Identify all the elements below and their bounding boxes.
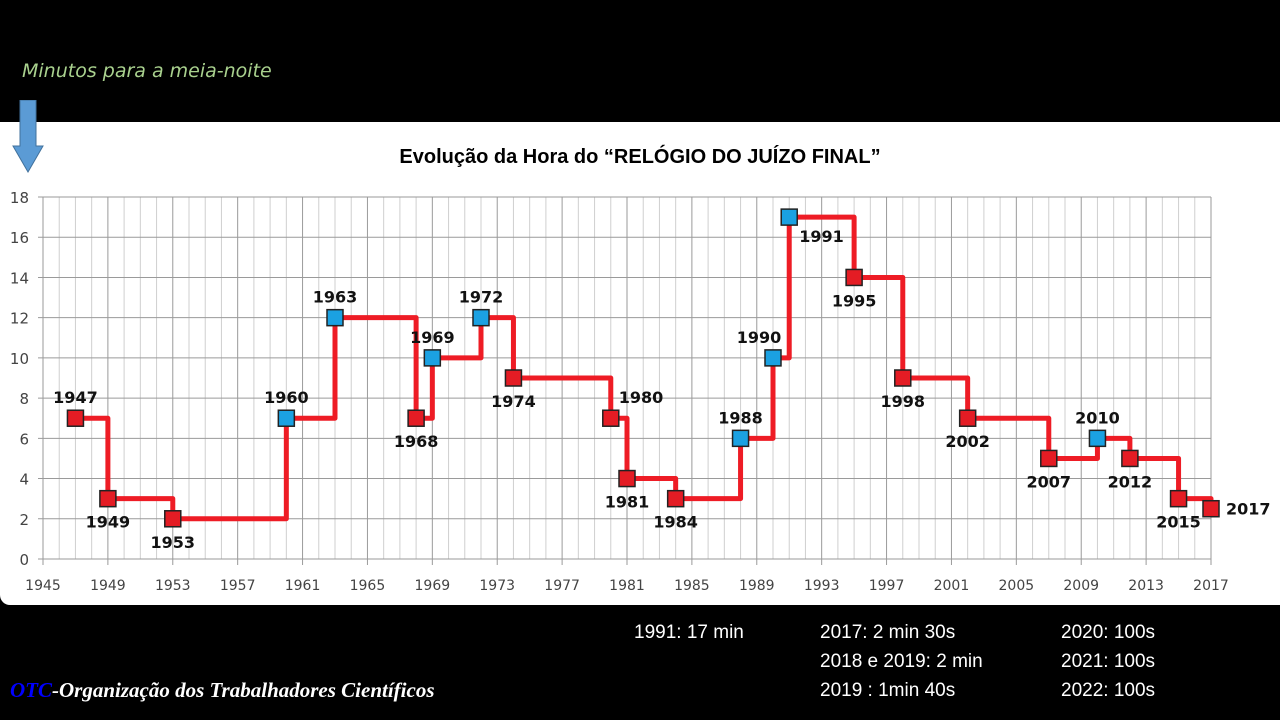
organization-name: OTC-Organização dos Trabalhadores Cientí… [10,678,435,703]
data-point-marker [66,409,85,427]
x-tick-label: 1945 [25,578,61,594]
x-tick-label: 1981 [609,578,645,594]
data-point-marker [423,349,442,367]
y-tick-label: 16 [10,229,29,247]
x-tick-label: 1977 [544,578,580,594]
data-label: 1990 [737,328,782,347]
data-label: 1953 [151,533,196,552]
footer-note: 2020: 100s [1061,622,1156,643]
data-point-marker [1040,449,1058,468]
y-tick-label: 0 [19,551,29,569]
x-tick-label: 1989 [739,578,775,594]
data-label: 1974 [491,392,536,411]
x-tick-label: 1961 [285,578,321,594]
x-tick-label: 1969 [415,578,451,594]
footer-note: 1991: 17 min [634,622,744,643]
data-point-marker [666,489,685,508]
data-point-marker [1202,499,1220,518]
data-label: 2010 [1075,408,1120,427]
footer-note: 2019 : 1min 40s [820,680,956,701]
data-label: 1947 [53,388,98,407]
data-label: 1969 [410,328,455,347]
data-label: 1988 [718,408,763,427]
x-tick-label: 2001 [934,578,970,594]
data-label: 1963 [313,288,358,307]
organization-abbr: OTC [10,678,52,702]
data-point-marker [780,208,798,226]
data-point-marker [958,409,977,427]
chart-panel [0,122,1280,605]
x-tick-label: 1949 [90,578,126,594]
x-tick-label: 1973 [479,578,515,594]
data-label: 1980 [619,388,664,407]
data-label: 1981 [605,493,650,512]
footer-note: 2021: 100s [1061,651,1156,672]
chart-title: Evolução da Hora do “RELÓGIO DO JUÍZO FI… [399,144,880,168]
data-point-marker [407,409,425,427]
data-point-marker [845,268,863,287]
data-point-marker [472,308,490,327]
data-label: 1960 [264,388,309,407]
data-label: 1995 [832,291,877,310]
data-point-marker [764,349,782,367]
footer-col1: 1991: 17 min [634,618,744,647]
down-arrow-icon [12,100,44,174]
footer-col3: 2020: 100s 2021: 100s 2022: 100s [1061,618,1155,705]
y-tick-label: 4 [19,471,29,489]
y-tick-label: 18 [10,189,29,207]
x-tick-label: 2005 [999,578,1035,594]
y-tick-label: 2 [19,511,29,529]
x-tick-label: 1953 [155,578,191,594]
y-axis-caption: Minutos para a meia-noite [22,60,272,82]
y-tick-label: 12 [10,310,29,328]
data-point-marker [504,369,523,387]
y-tick-label: 14 [10,269,29,287]
y-tick-label: 10 [10,350,29,368]
data-point-marker [1169,489,1188,508]
data-label: 2015 [1156,513,1201,532]
organization-full-name: -Organização dos Trabalhadores Científic… [52,678,435,702]
x-tick-label: 2009 [1063,578,1099,594]
data-point-marker [326,308,344,327]
data-point-marker [1121,449,1139,468]
data-label: 1968 [394,432,439,451]
data-label: 1991 [799,227,844,246]
data-point-marker [164,510,182,528]
data-label: 2007 [1027,472,1072,491]
x-tick-label: 1965 [350,578,386,594]
data-label: 1949 [86,513,131,532]
x-tick-label: 1957 [220,578,256,594]
data-label: 2002 [945,432,990,451]
x-tick-label: 1985 [674,578,710,594]
x-tick-label: 1993 [804,578,840,594]
data-label: 1984 [653,513,698,532]
data-label: 2012 [1108,472,1153,491]
x-tick-label: 1997 [869,578,905,594]
data-label: 1972 [459,288,504,307]
data-point-marker [894,369,912,387]
y-tick-label: 8 [19,390,29,408]
data-point-marker [277,409,296,427]
data-point-marker [618,469,636,488]
footer-note: 2017: 2 min 30s [820,622,956,643]
x-tick-label: 2013 [1128,578,1164,594]
data-label: 2017 [1226,500,1271,519]
footer-col2: 2017: 2 min 30s 2018 e 2019: 2 min 2019 … [820,618,983,705]
data-point-marker [731,429,750,448]
data-point-marker [602,409,620,427]
data-point-marker [99,489,117,508]
y-tick-label: 6 [19,430,29,448]
data-label: 1998 [881,392,926,411]
footer-note: 2022: 100s [1061,680,1156,701]
data-point-marker [1088,429,1107,448]
x-tick-label: 2017 [1193,578,1229,594]
footer-note: 2018 e 2019: 2 min [820,651,983,672]
